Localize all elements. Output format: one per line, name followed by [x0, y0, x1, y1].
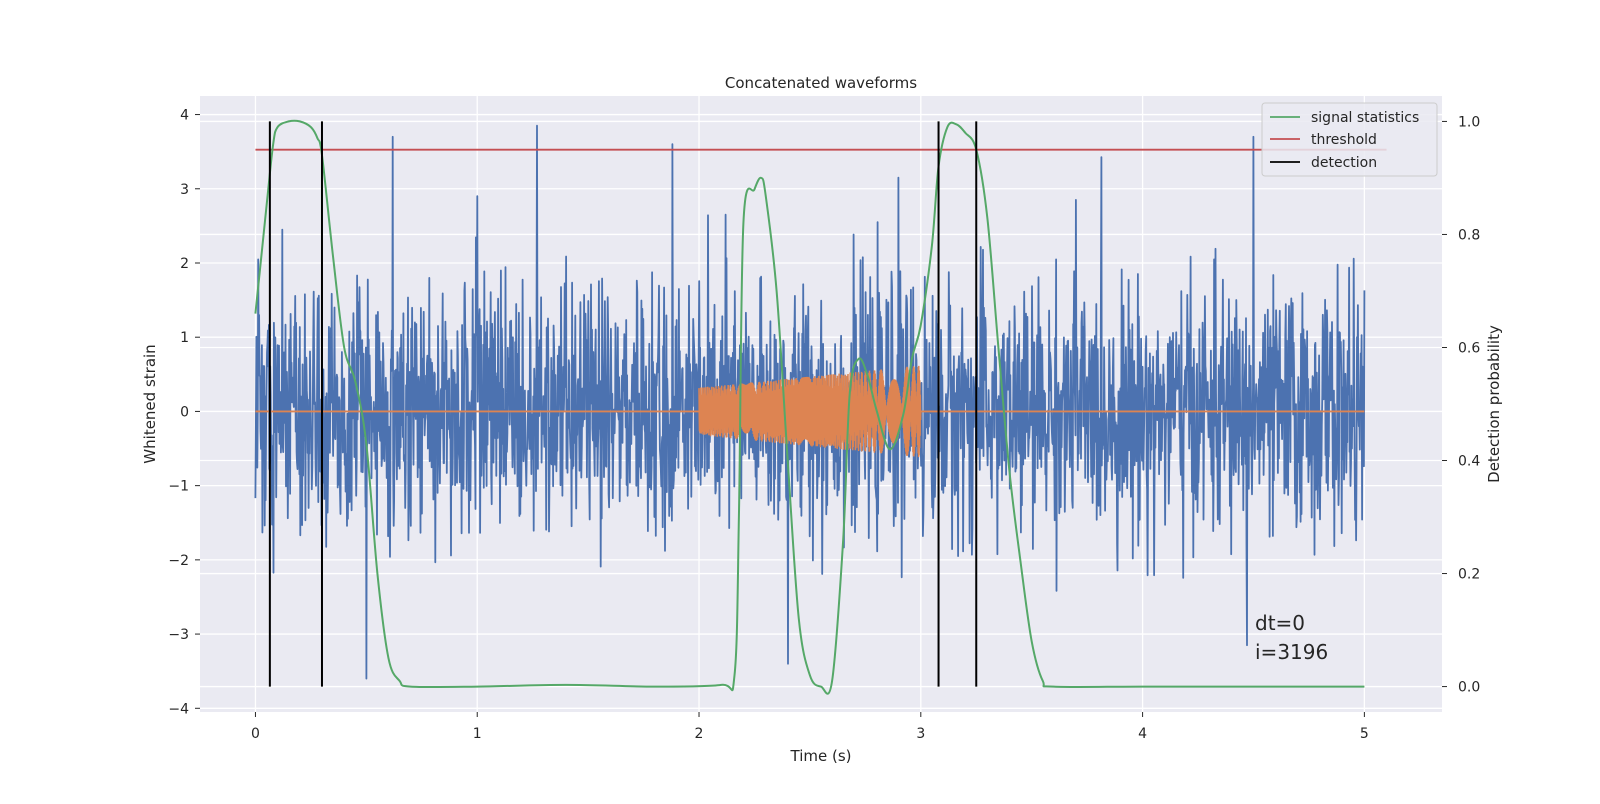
y-right-tick-label: 0.6	[1458, 340, 1480, 356]
y-tick-label: −1	[168, 479, 189, 495]
y-tick-label: 3	[180, 182, 189, 198]
annotation-dt: dt=0	[1255, 611, 1305, 635]
plot-area	[254, 119, 1387, 695]
x-tick-label: 3	[916, 726, 925, 742]
strain-line	[254, 124, 1366, 680]
y-axis-label-right: Detection probability	[1485, 325, 1503, 483]
y-tick-label: 2	[180, 256, 189, 272]
signal-statistics-line	[254, 119, 1365, 695]
legend-label-threshold: threshold	[1311, 132, 1377, 148]
x-axis: 0 1 2 3 4 5	[251, 712, 1369, 742]
x-tick-label: 1	[473, 726, 482, 742]
y-right-tick-label: 0.2	[1458, 567, 1480, 583]
y-tick-label: 1	[180, 330, 189, 346]
x-tick-label: 5	[1360, 726, 1369, 742]
y-tick-label: −2	[168, 553, 189, 569]
y-axis-right: 0.0 0.2 0.4 0.6 0.8 1.0	[1442, 114, 1480, 696]
y-right-tick-label: 0.4	[1458, 454, 1480, 470]
legend-box	[1261, 102, 1438, 177]
x-axis-label: Time (s)	[790, 747, 852, 765]
legend: signal statistics threshold detection	[1261, 102, 1438, 177]
y-tick-label: 4	[180, 108, 189, 124]
chart-title: Concatenated waveforms	[725, 74, 917, 92]
injected-waveform-line	[698, 365, 922, 458]
x-tick-label: 2	[695, 726, 704, 742]
y-right-tick-label: 0.0	[1458, 680, 1480, 696]
x-tick-label: 4	[1138, 726, 1147, 742]
legend-label-signal-statistics: signal statistics	[1311, 110, 1419, 126]
y-axis-left: −4 −3 −2 −1 0 1 2 3 4	[168, 108, 200, 717]
y-tick-label: −4	[168, 701, 189, 717]
y-right-tick-label: 0.8	[1458, 227, 1480, 243]
y-axis-label-left: Whitened strain	[141, 344, 159, 463]
y-tick-label: 0	[180, 404, 189, 420]
y-right-tick-label: 1.0	[1458, 114, 1480, 130]
annotation-i: i=3196	[1255, 640, 1328, 664]
y-tick-label: −3	[168, 627, 189, 643]
legend-label-detection: detection	[1311, 155, 1377, 171]
x-tick-label: 0	[251, 726, 260, 742]
